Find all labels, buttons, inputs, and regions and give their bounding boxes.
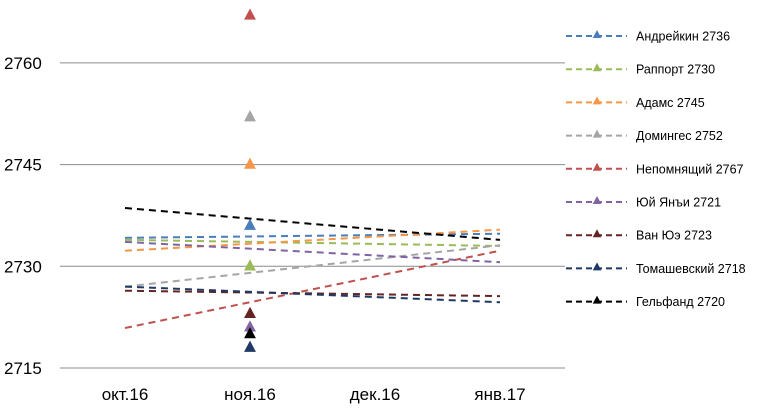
trend-line bbox=[124, 240, 501, 264]
data-point-marker bbox=[244, 327, 256, 339]
data-point-marker bbox=[244, 306, 256, 318]
data-point-marker bbox=[244, 340, 256, 352]
y-tick-label: 2730 bbox=[4, 257, 42, 276]
legend-label: Гельфанд 2720 bbox=[636, 295, 725, 309]
data-point-marker bbox=[244, 110, 256, 122]
legend-marker bbox=[592, 96, 602, 105]
legend-label: Непомнящий 2767 bbox=[636, 162, 744, 176]
legend-label: Андрейкин 2736 bbox=[636, 30, 730, 44]
x-tick-label: окт.16 bbox=[102, 385, 149, 404]
legend-marker bbox=[592, 295, 602, 304]
data-point-marker bbox=[244, 218, 256, 230]
legend-marker bbox=[592, 229, 602, 238]
trend-line bbox=[124, 238, 501, 247]
data-point-marker bbox=[244, 8, 256, 20]
trend-line bbox=[124, 285, 501, 304]
legend-marker bbox=[592, 196, 602, 204]
legend-marker bbox=[592, 129, 602, 138]
legend-label: Домингес 2752 bbox=[636, 129, 723, 143]
y-tick-label: 2745 bbox=[4, 156, 42, 175]
x-tick-label: дек.16 bbox=[350, 385, 400, 404]
data-point-marker bbox=[244, 320, 256, 332]
trend-line bbox=[124, 244, 501, 288]
data-point-marker bbox=[244, 259, 256, 271]
trend-line bbox=[124, 206, 501, 241]
legend-label: Юй Янъи 2721 bbox=[636, 196, 721, 210]
trend-line bbox=[124, 249, 501, 329]
legend-label: Адамс 2745 bbox=[636, 96, 705, 110]
y-tick-label: 2715 bbox=[4, 359, 42, 378]
legend-label: Ван Юэ 2723 bbox=[636, 229, 712, 243]
legend-label: Томашевский 2718 bbox=[636, 262, 746, 276]
legend-marker bbox=[592, 63, 602, 72]
x-tick-label: янв.17 bbox=[474, 385, 525, 404]
x-tick-label: ноя.16 bbox=[224, 385, 276, 404]
legend-marker bbox=[592, 30, 602, 38]
legend-marker bbox=[592, 162, 602, 171]
trend-line bbox=[124, 228, 501, 252]
legend-marker bbox=[592, 262, 602, 271]
y-tick-label: 2760 bbox=[4, 54, 42, 73]
data-point-marker bbox=[244, 157, 256, 169]
trend-line bbox=[124, 289, 501, 298]
legend-label: Раппорт 2730 bbox=[636, 63, 715, 77]
trend-line bbox=[124, 232, 501, 239]
